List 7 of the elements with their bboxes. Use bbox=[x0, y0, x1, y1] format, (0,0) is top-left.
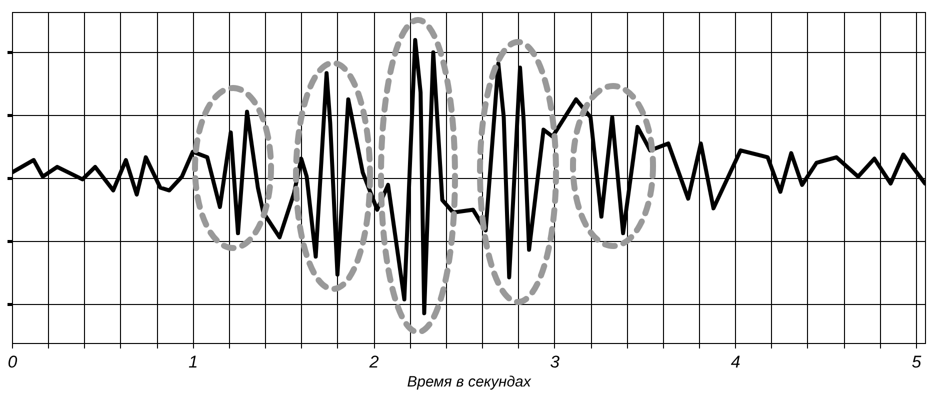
x-tick-label: 3 bbox=[550, 352, 560, 372]
x-tick-label: 2 bbox=[368, 352, 380, 372]
x-tick-label: 1 bbox=[188, 352, 198, 372]
x-tick-label: 5 bbox=[912, 352, 922, 372]
x-tick-label: 0 bbox=[8, 352, 18, 372]
x-axis-title: Время в секундах bbox=[407, 374, 532, 390]
x-tick-label: 4 bbox=[730, 352, 740, 372]
